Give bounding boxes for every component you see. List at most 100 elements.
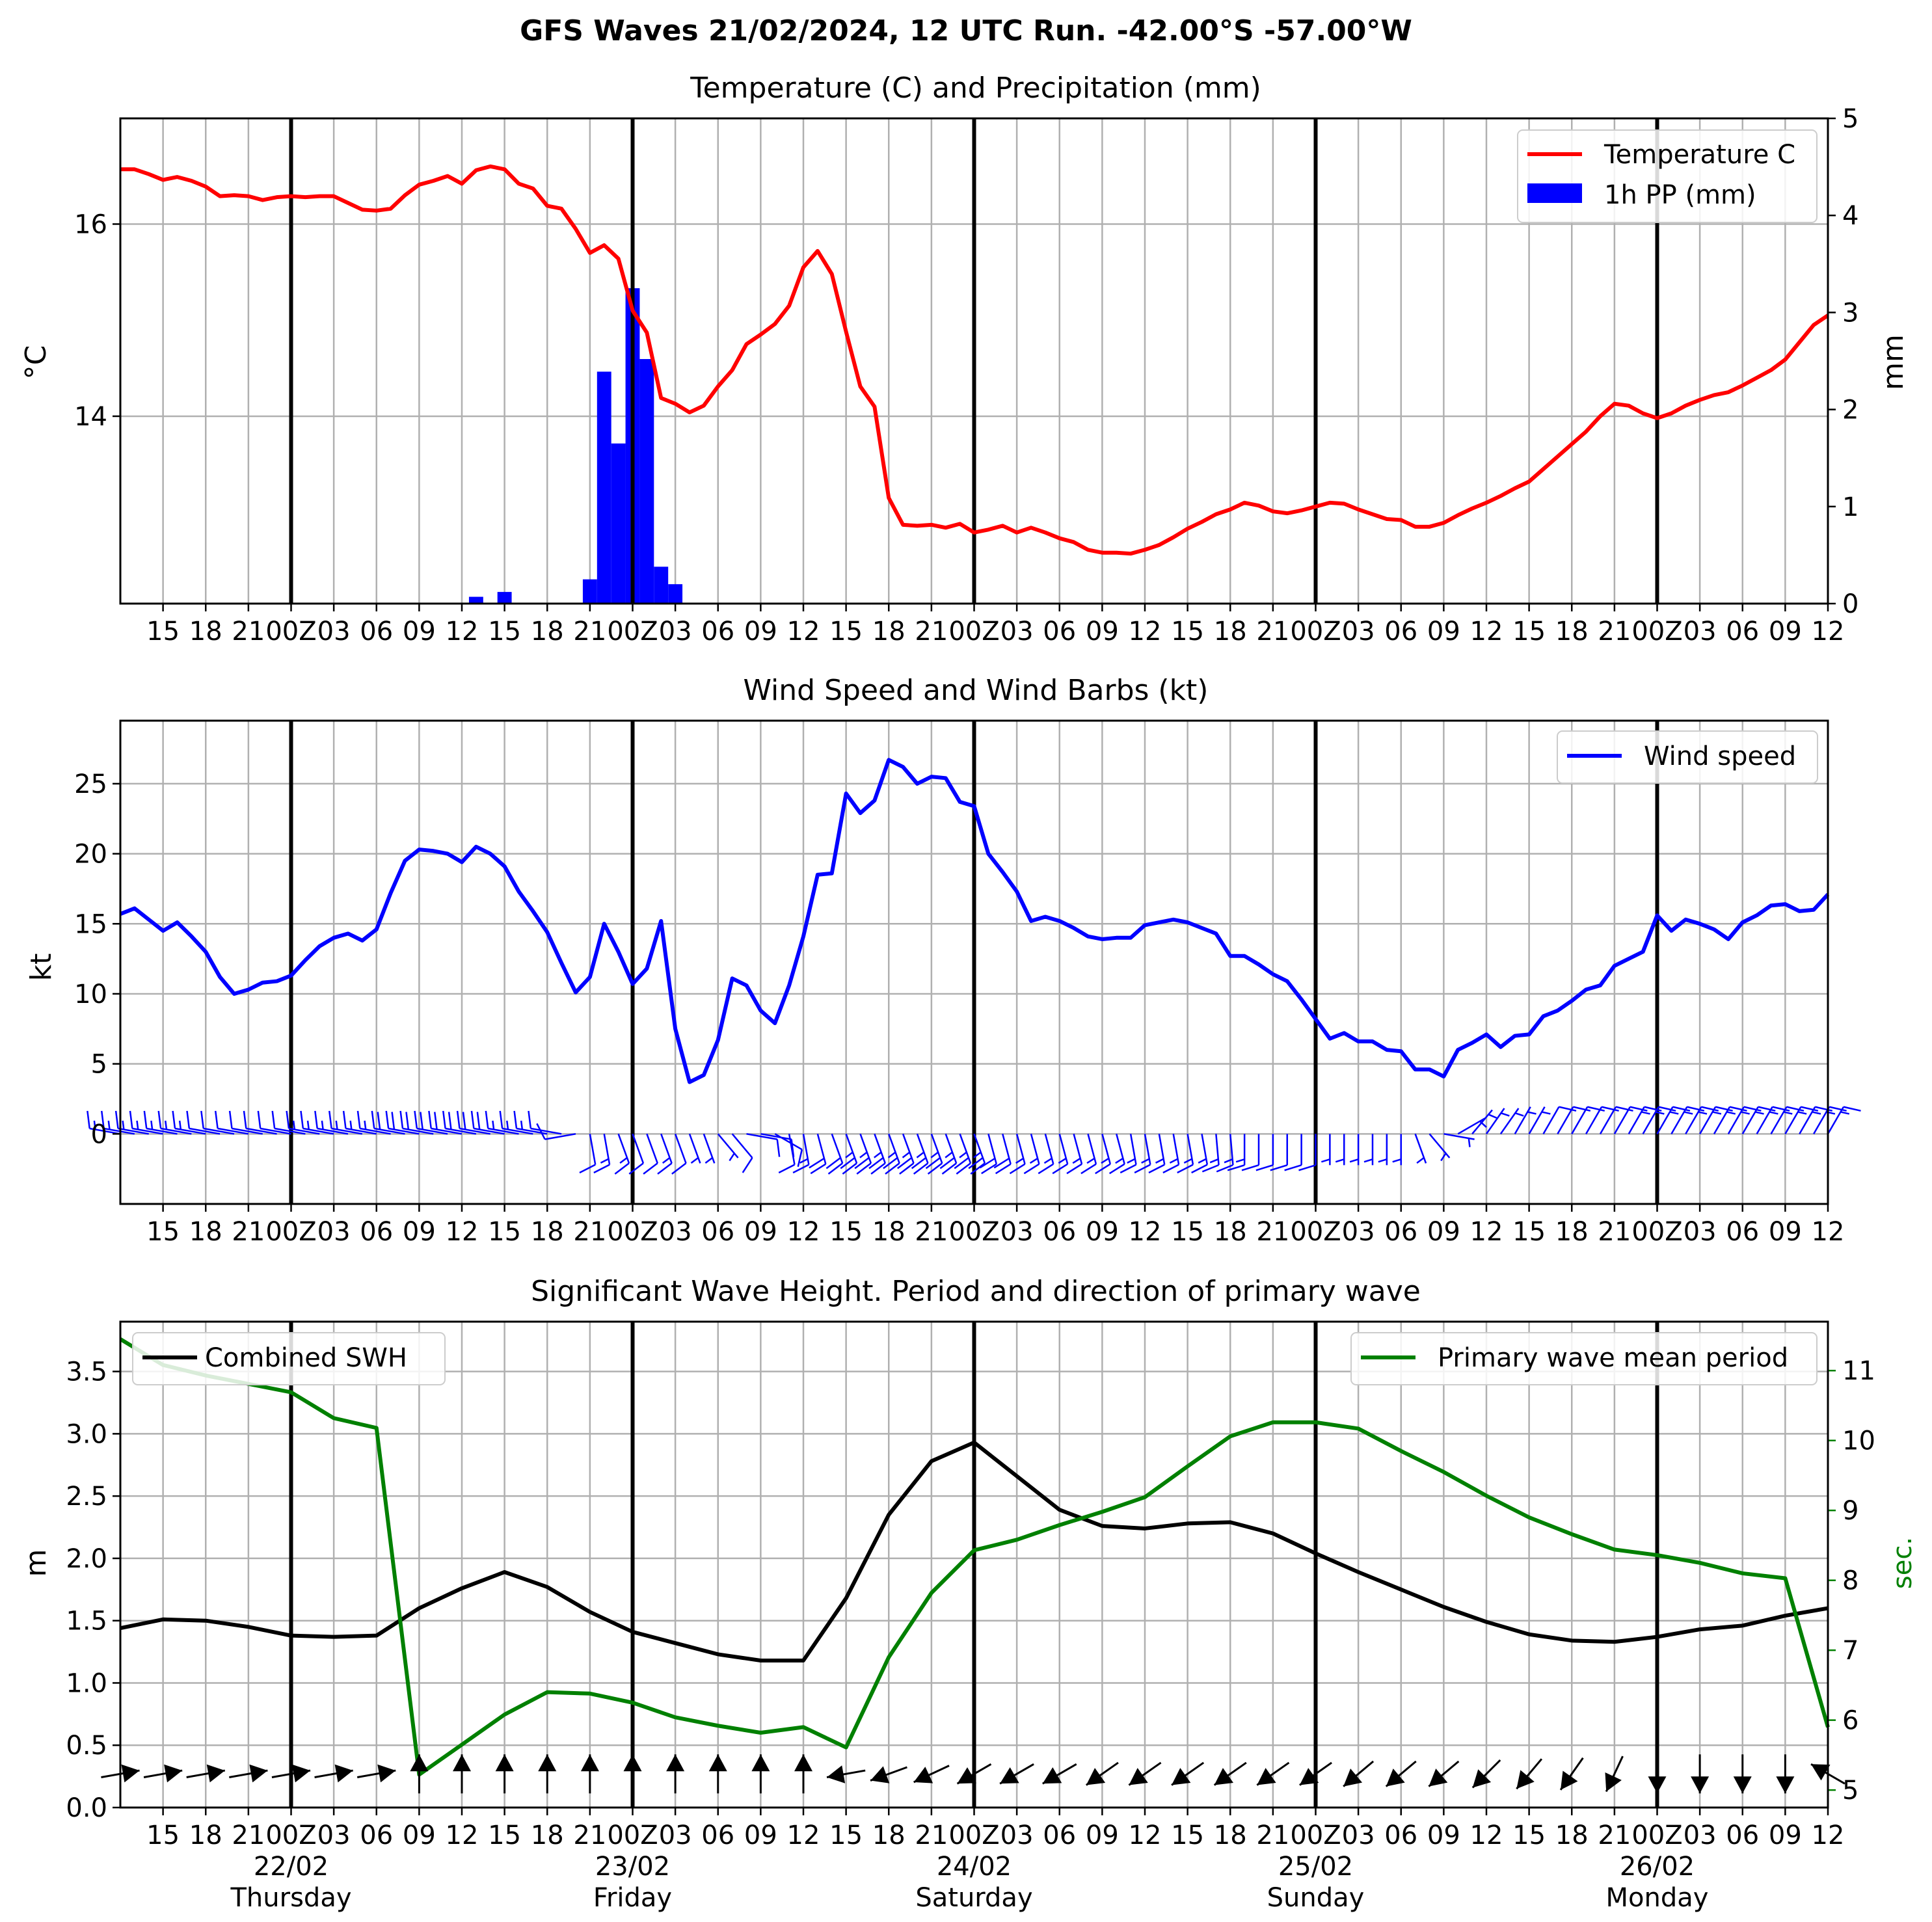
wind-barb — [979, 1133, 998, 1175]
x-tick-label: 09 — [744, 617, 777, 647]
x-tick-label: 21 — [232, 1217, 265, 1247]
day-name-label: Monday — [1606, 1883, 1709, 1913]
wind-barb — [101, 1110, 135, 1135]
x-tick-label: 09 — [744, 1217, 777, 1247]
x-tick-label: 21 — [915, 1217, 948, 1247]
wave-direction-arrowhead — [666, 1754, 685, 1772]
wind-barb — [172, 1110, 206, 1135]
swh-line — [120, 1440, 1829, 1662]
wind-barb — [939, 1133, 958, 1175]
y-tick-label: 16 — [74, 209, 107, 239]
wave-direction-arrowhead — [870, 1766, 890, 1783]
wind-barb — [414, 1110, 448, 1135]
y-tick-label: 3.5 — [66, 1357, 107, 1387]
y2-tick-label: 0 — [1842, 589, 1858, 619]
x-tick-label: 00Z — [1631, 617, 1682, 647]
precip-bar — [654, 567, 669, 604]
precip-bar — [582, 579, 597, 604]
wind-barb — [809, 1133, 827, 1175]
period-line — [119, 1337, 1830, 1777]
x-tick-label: 15 — [146, 617, 180, 647]
wave-direction-arrowhead — [1776, 1776, 1795, 1794]
wave-direction-arrowhead — [623, 1754, 642, 1772]
x-tick-label: 18 — [189, 1821, 222, 1850]
x-tick-label: 21 — [1256, 617, 1289, 647]
x-tick-label: 03 — [317, 617, 351, 647]
x-tick-label: 18 — [872, 1217, 906, 1247]
x-tick-label: 21 — [1256, 1821, 1289, 1850]
wave-direction-arrowhead — [1605, 1772, 1622, 1792]
wind-barbs — [87, 1106, 1861, 1175]
wind-barb — [1514, 1106, 1536, 1134]
x-tick-label: 12 — [1812, 1821, 1845, 1850]
x-tick-label: 09 — [1086, 617, 1119, 647]
day-date-label: 25/02 — [1278, 1852, 1353, 1882]
wind-day-lines — [289, 721, 1659, 1204]
x-tick-label: 21 — [573, 1217, 606, 1247]
x-tick-label: 06 — [701, 1821, 734, 1850]
wind-barb — [243, 1110, 277, 1135]
x-tick-label: 06 — [1043, 617, 1076, 647]
x-tick-label: 03 — [1000, 617, 1034, 647]
wave-panel: Significant Wave Height. Period and dire… — [20, 1275, 1918, 1913]
x-tick-label: 03 — [1000, 1821, 1034, 1850]
temperature-legend: Temperature C 1h PP (mm) — [1517, 129, 1818, 223]
wind-barb — [399, 1110, 434, 1135]
day-date-label: 23/02 — [595, 1852, 670, 1882]
wave-y-ticks: 0.0 0.5 1.0 1.5 2.0 2.5 3.0 3.5 — [66, 1357, 120, 1823]
wind-barb — [1335, 1134, 1345, 1166]
x-tick-label: 12 — [787, 617, 820, 647]
wind-barb — [1148, 1134, 1166, 1174]
x-tick-label: 18 — [1214, 1821, 1247, 1850]
wind-barb — [657, 1133, 673, 1175]
wind-barb — [186, 1110, 221, 1135]
wind-barb — [840, 1133, 858, 1175]
wind-barb — [1023, 1133, 1040, 1175]
wind-barb — [114, 1110, 149, 1135]
y2-tick-label: 3 — [1842, 298, 1858, 328]
x-tick-label: 18 — [531, 1821, 564, 1850]
wave-direction-arrowhead — [751, 1754, 770, 1772]
swh-legend: Combined SWH — [132, 1332, 446, 1385]
y2-tick-label: 2 — [1842, 395, 1858, 425]
wind-barb — [1599, 1106, 1633, 1134]
wind-barb — [1827, 1106, 1861, 1134]
x-tick-label: 03 — [1684, 1217, 1717, 1247]
wind-barb — [1298, 1134, 1317, 1171]
x-tick-label: 21 — [1598, 1821, 1631, 1850]
wave-direction-arrowhead — [1000, 1767, 1019, 1784]
wind-barb — [1392, 1134, 1402, 1166]
wind-legend: Wind speed — [1557, 730, 1818, 784]
wind-barb — [883, 1133, 900, 1175]
x-tick-label: 12 — [446, 1217, 479, 1247]
wave-direction-arrowhead — [1172, 1768, 1191, 1785]
wind-barb — [200, 1110, 235, 1135]
x-tick-label: 09 — [1427, 1821, 1460, 1850]
temperature-panel-title: Temperature (C) and Precipitation (mm) — [690, 72, 1261, 105]
x-tick-label: 21 — [573, 1821, 606, 1850]
wind-barb — [731, 1133, 753, 1173]
wind-barb — [1656, 1106, 1691, 1134]
x-tick-label: 06 — [1043, 1821, 1076, 1850]
x-tick-label: 09 — [1086, 1217, 1119, 1247]
x-tick-label: 06 — [1726, 1217, 1759, 1247]
precip-y-ticks: 0 1 2 3 4 5 — [1828, 104, 1858, 619]
temperature-legend-label: Temperature C — [1603, 140, 1795, 170]
day-name-label: Sunday — [1267, 1883, 1365, 1913]
wind-barb — [257, 1110, 291, 1135]
x-tick-label: 12 — [1470, 1821, 1503, 1850]
wind-barb — [1741, 1106, 1776, 1134]
x-tick-label: 18 — [1555, 1821, 1589, 1850]
wave-direction-arrows — [101, 1754, 1845, 1794]
x-tick-label: 06 — [1384, 617, 1417, 647]
x-tick-label: 00Z — [265, 617, 316, 647]
wind-barb — [1713, 1106, 1747, 1134]
wind-barb — [1080, 1133, 1097, 1175]
x-tick-label: 15 — [488, 1217, 521, 1247]
x-tick-label: 12 — [1129, 1217, 1162, 1247]
y-tick-label: 2.0 — [66, 1544, 107, 1574]
x-tick-label: 18 — [531, 1217, 564, 1247]
x-tick-label: 00Z — [607, 1217, 658, 1247]
day-date-label: 24/02 — [937, 1852, 1012, 1882]
